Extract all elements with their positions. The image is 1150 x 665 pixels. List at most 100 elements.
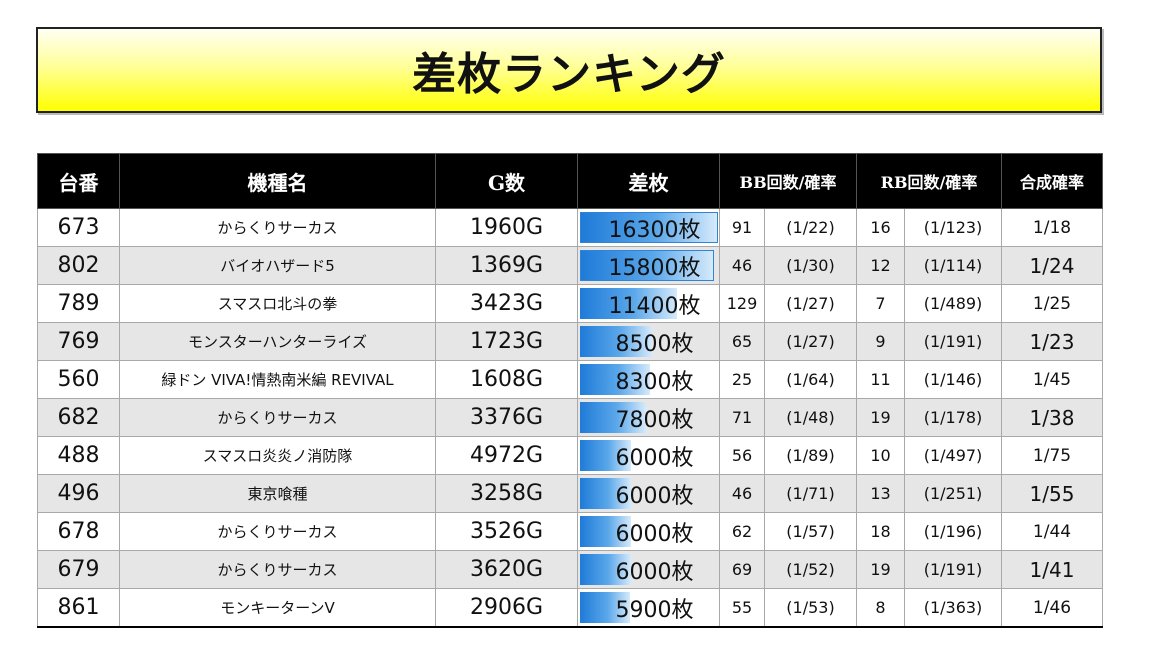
unit-number: 560 xyxy=(37,360,120,399)
rb-rate: (1/489) xyxy=(904,284,1002,323)
diff-value: 5900枚 xyxy=(615,597,694,623)
bb-rate: (1/71) xyxy=(764,474,857,513)
unit-number: 488 xyxy=(37,436,120,475)
diff-value: 6000枚 xyxy=(615,521,694,547)
bb-count: 65 xyxy=(719,322,765,361)
combined-rate: 1/46 xyxy=(1001,588,1103,628)
rb-count: 8 xyxy=(856,588,905,628)
game-count: 3423G xyxy=(435,284,578,323)
bb-rate: (1/53) xyxy=(764,588,857,628)
rb-count: 11 xyxy=(856,360,905,399)
diff-value: 6000枚 xyxy=(615,483,694,509)
combined-rate: 1/55 xyxy=(1001,474,1103,513)
table-row: 560 緑ドン VIVA!情熱南米編 REVIVAL 1608G 8300枚 25 (1/… xyxy=(37,360,1103,399)
diff-cell: 11400枚 xyxy=(577,284,720,323)
header-combined: 合成確率 xyxy=(1001,153,1103,209)
table-row: 802 バイオハザード5 1369G 15800枚 46 (1/30) 12 (1/114) 1… xyxy=(37,246,1103,285)
table-row: 673 からくりサーカス 1960G 16300枚 91 (1/22) 16 (1/123) 1… xyxy=(37,208,1103,247)
bb-count: 62 xyxy=(719,512,765,551)
combined-rate: 1/44 xyxy=(1001,512,1103,551)
game-count: 3258G xyxy=(435,474,578,513)
machine-name: 東京喰種 xyxy=(119,474,436,513)
machine-name: からくりサーカス xyxy=(119,208,436,247)
diff-bar xyxy=(580,250,714,281)
combined-rate: 1/45 xyxy=(1001,360,1103,399)
header-unit: 台番 xyxy=(37,153,120,209)
table-row: 678 からくりサーカス 3526G 6000枚 62 (1/57) 18 (1/196) 1/… xyxy=(37,512,1103,551)
rb-rate: (1/497) xyxy=(904,436,1002,475)
diff-value: 8500枚 xyxy=(615,331,694,357)
diff-value: 16300枚 xyxy=(608,217,701,243)
diff-bar xyxy=(580,402,646,433)
game-count: 1723G xyxy=(435,322,578,361)
diff-bar xyxy=(580,592,630,623)
bb-rate: (1/52) xyxy=(764,550,857,589)
diff-cell: 8300枚 xyxy=(577,360,720,399)
diff-bar xyxy=(580,478,631,509)
rb-count: 19 xyxy=(856,550,905,589)
diff-value: 8300枚 xyxy=(615,369,694,395)
machine-name: モンスターハンターライズ xyxy=(119,322,436,361)
unit-number: 861 xyxy=(37,588,120,628)
table-row: 861 モンキーターンV 2906G 5900枚 55 (1/53) 8 (1/363) 1/4… xyxy=(37,588,1103,628)
header-rb: RB回数/確率 xyxy=(856,153,1002,209)
header-machine: 機種名 xyxy=(119,153,436,209)
game-count: 3376G xyxy=(435,398,578,437)
diff-value: 6000枚 xyxy=(615,445,694,471)
bb-count: 46 xyxy=(719,474,765,513)
table-row: 789 スマスロ北斗の拳 3423G 11400枚 129 (1/27) 7 (1/489) 1… xyxy=(37,284,1103,323)
rb-count: 18 xyxy=(856,512,905,551)
bb-rate: (1/27) xyxy=(764,322,857,361)
page-title: 差枚ランキング xyxy=(412,49,726,100)
combined-rate: 1/18 xyxy=(1001,208,1103,247)
rb-rate: (1/114) xyxy=(904,246,1002,285)
machine-name: モンキーターンV xyxy=(119,588,436,628)
diff-cell: 6000枚 xyxy=(577,474,720,513)
unit-number: 679 xyxy=(37,550,120,589)
diff-cell: 15800枚 xyxy=(577,246,720,285)
diff-cell: 6000枚 xyxy=(577,512,720,551)
bb-count: 71 xyxy=(719,398,765,437)
diff-bar xyxy=(580,516,631,547)
game-count: 3526G xyxy=(435,512,578,551)
header-diff: 差枚 xyxy=(577,153,720,209)
rb-count: 12 xyxy=(856,246,905,285)
diff-cell: 6000枚 xyxy=(577,436,720,475)
table-row: 769 モンスターハンターライズ 1723G 8500枚 65 (1/27) 9 (1/191… xyxy=(37,322,1103,361)
unit-number: 789 xyxy=(37,284,120,323)
bb-count: 55 xyxy=(719,588,765,628)
rb-rate: (1/251) xyxy=(904,474,1002,513)
game-count: 2906G xyxy=(435,588,578,628)
machine-name: バイオハザード5 xyxy=(119,246,436,285)
bb-count: 25 xyxy=(719,360,765,399)
rb-count: 16 xyxy=(856,208,905,247)
bb-rate: (1/48) xyxy=(764,398,857,437)
machine-name: 緑ドン VIVA!情熱南米編 REVIVAL xyxy=(119,360,436,399)
bb-count: 129 xyxy=(719,284,765,323)
diff-value: 11400枚 xyxy=(608,293,701,319)
bb-count: 56 xyxy=(719,436,765,475)
rb-count: 7 xyxy=(856,284,905,323)
table-row: 682 からくりサーカス 3376G 7800枚 71 (1/48) 19 (1/178) 1/… xyxy=(37,398,1103,437)
diff-value: 15800枚 xyxy=(608,255,701,281)
combined-rate: 1/25 xyxy=(1001,284,1103,323)
unit-number: 769 xyxy=(37,322,120,361)
diff-bar xyxy=(580,364,650,395)
diff-bar xyxy=(580,554,631,585)
unit-number: 802 xyxy=(37,246,120,285)
rb-rate: (1/191) xyxy=(904,550,1002,589)
rb-rate: (1/196) xyxy=(904,512,1002,551)
diff-cell: 6000枚 xyxy=(577,550,720,589)
bb-count: 69 xyxy=(719,550,765,589)
rb-count: 13 xyxy=(856,474,905,513)
unit-number: 678 xyxy=(37,512,120,551)
machine-name: スマスロ炎炎ノ消防隊 xyxy=(119,436,436,475)
unit-number: 673 xyxy=(37,208,120,247)
unit-number: 496 xyxy=(37,474,120,513)
header-games: G数 xyxy=(435,153,578,209)
diff-cell: 16300枚 xyxy=(577,208,720,247)
rb-rate: (1/146) xyxy=(904,360,1002,399)
game-count: 1608G xyxy=(435,360,578,399)
bb-rate: (1/89) xyxy=(764,436,857,475)
combined-rate: 1/75 xyxy=(1001,436,1103,475)
